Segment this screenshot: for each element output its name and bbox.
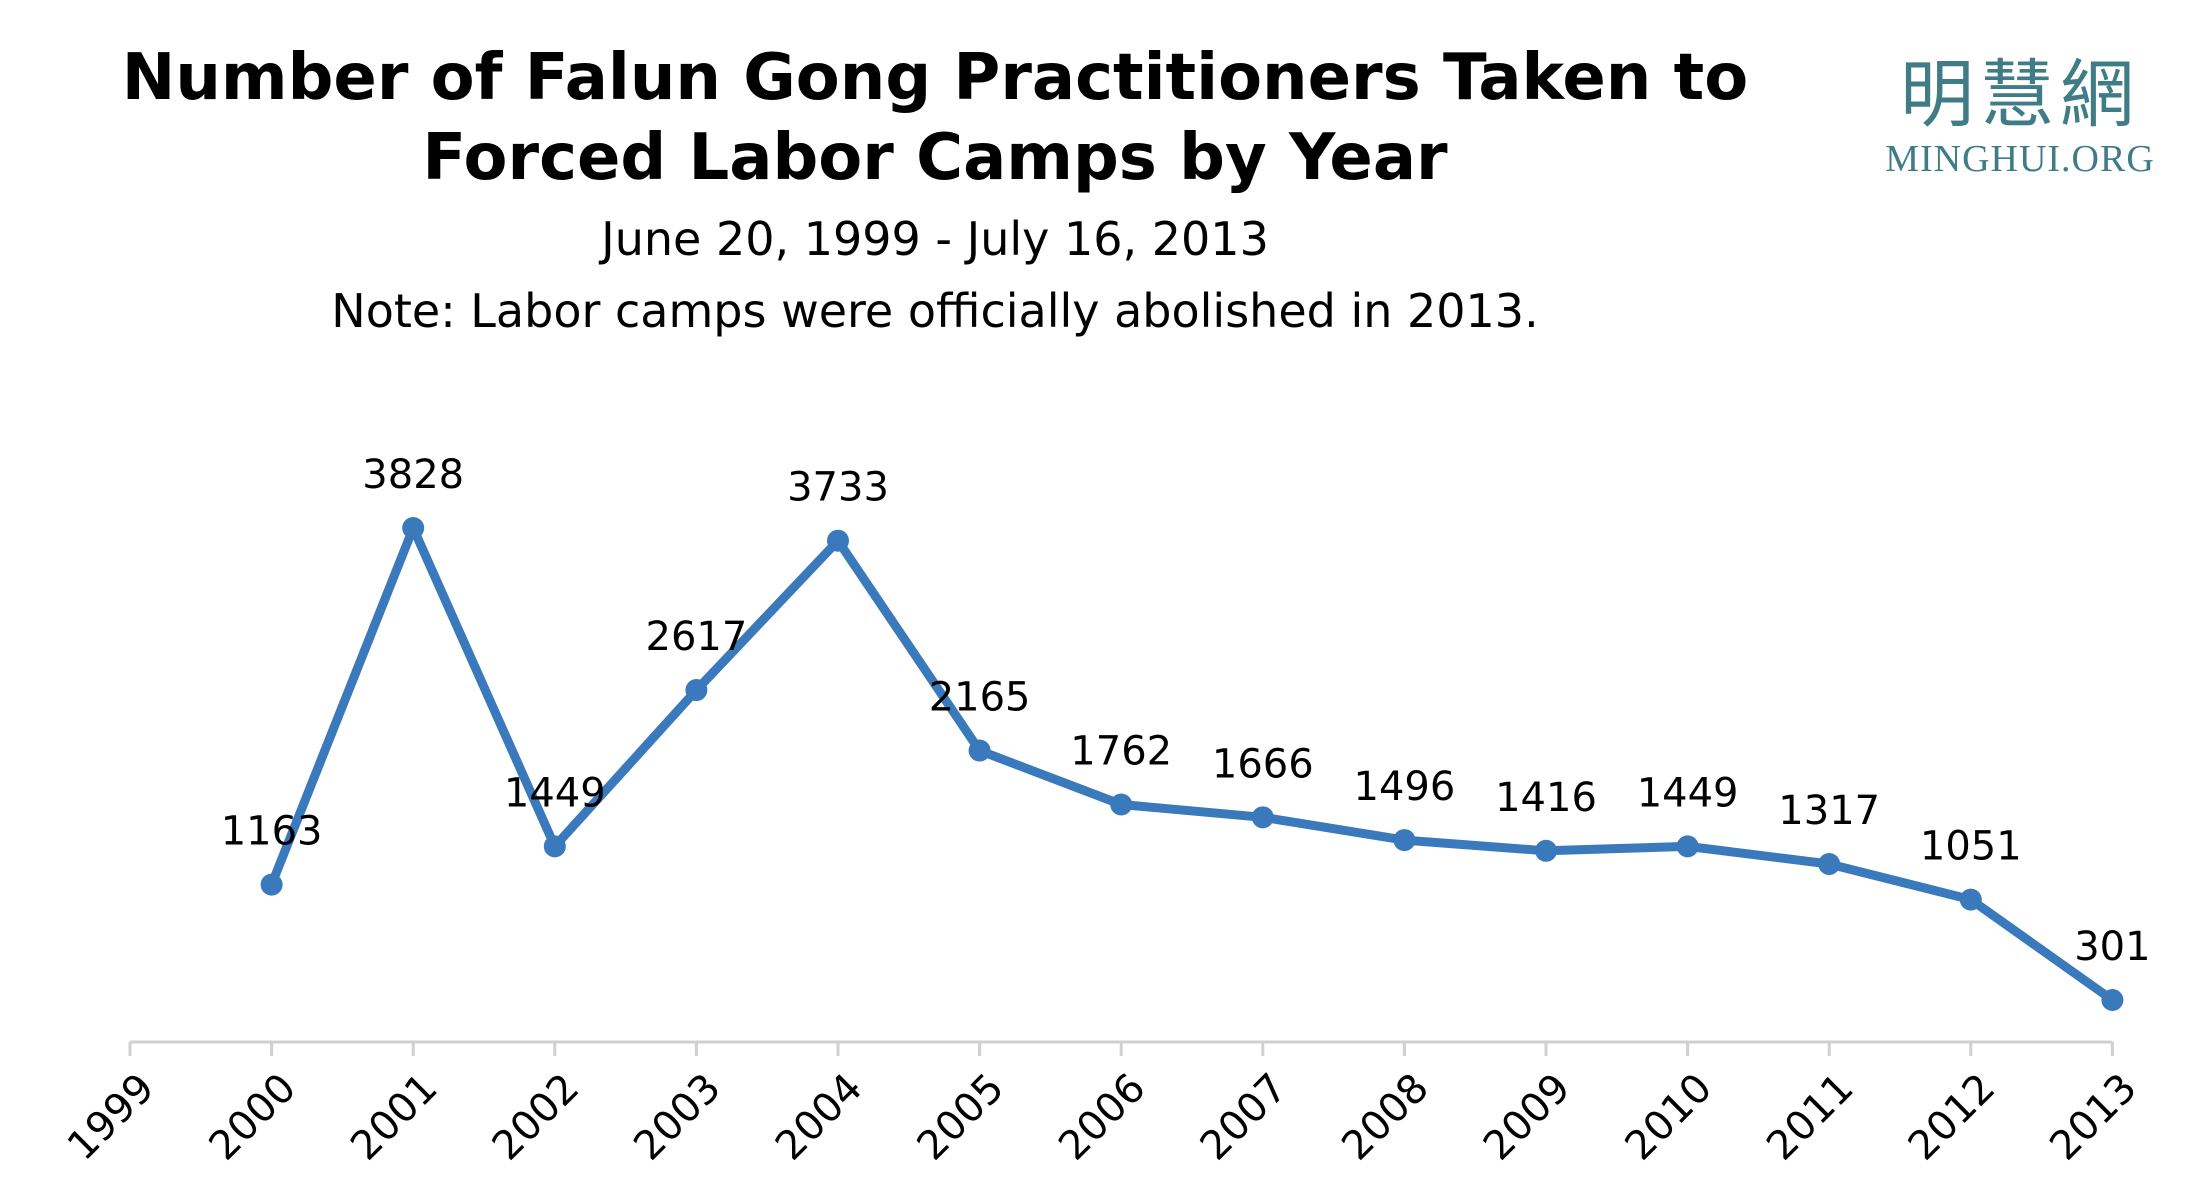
x-tick-label-2008: 2008: [1333, 1065, 1438, 1170]
x-tick-label-2012: 2012: [1900, 1065, 2005, 1170]
data-label-2005: 2165: [929, 675, 1031, 721]
chart-note: Note: Labor camps were officially abolis…: [331, 284, 1539, 338]
x-tick-label-2000: 2000: [201, 1065, 306, 1170]
data-point-2012: [1959, 888, 1982, 911]
data-point-2008: [1393, 829, 1416, 852]
x-tick-label-2001: 2001: [342, 1065, 447, 1170]
data-point-2009: [1535, 839, 1557, 862]
x-axis: 1999 2000 2001 2002 2003 2004 2005 2006 2007 2008…: [59, 1040, 2146, 1170]
data-point-2013: [2101, 989, 2124, 1011]
x-tick-label-1999: 1999: [59, 1065, 164, 1170]
data-label-2011: 1317: [1778, 788, 1880, 834]
data-label-2010: 1449: [1637, 770, 1739, 816]
series-line-layer: [267, 523, 2117, 1005]
data-label-2001: 3828: [362, 452, 464, 498]
chart-title-line1: Number of Falun Gong Practitioners Taken…: [121, 41, 1749, 115]
data-point-2010: [1676, 835, 1699, 858]
data-point-2011: [1818, 853, 1841, 876]
x-tick-label-2002: 2002: [484, 1065, 589, 1170]
data-point-2005: [968, 739, 991, 762]
data-label-2006: 1762: [1070, 728, 1172, 774]
data-label-2012: 1051: [1920, 824, 2022, 870]
data-label-2007: 1666: [1212, 741, 1314, 787]
data-point-2003: [685, 679, 708, 702]
chart-subtitle: June 20, 1999 - July 16, 2013: [601, 212, 1269, 266]
x-tick-label-2009: 2009: [1475, 1065, 1580, 1170]
data-label-2009: 1416: [1495, 775, 1597, 821]
x-tick-label-2007: 2007: [1192, 1065, 1297, 1170]
data-point-2000: [260, 873, 283, 896]
minghui-logo-english: MINGHUI.ORG: [1885, 138, 2155, 180]
data-point-2007: [1251, 806, 1274, 829]
x-tick-label-2003: 2003: [625, 1065, 730, 1170]
series-line: [267, 523, 2117, 1005]
minghui-logo-chinese: 明慧網: [1900, 52, 2140, 138]
data-labels-layer: 1163 3828 1449 2617 3733 2165 1762 1666 1496 1416…: [221, 452, 2151, 970]
data-label-2004: 3733: [787, 465, 889, 511]
x-tick-label-2011: 2011: [1758, 1065, 1863, 1170]
data-point-2006: [1110, 793, 1133, 816]
data-point-2001: [402, 517, 425, 539]
series-points-layer: [260, 517, 2124, 1011]
x-tick-label-2005: 2005: [909, 1065, 1014, 1170]
data-label-2003: 2617: [646, 614, 748, 660]
data-label-2008: 1496: [1354, 764, 1456, 810]
data-point-2004: [827, 529, 849, 552]
x-tick-label-2004: 2004: [767, 1065, 872, 1170]
chart-title-line2: Forced Labor Camps by Year: [422, 121, 1448, 195]
data-label-2000: 1163: [221, 809, 323, 855]
x-tick-label-2006: 2006: [1050, 1065, 1155, 1170]
data-label-2002: 1449: [504, 770, 606, 816]
chart-title: Number of Falun Gong Practitioners Taken…: [80, 38, 1790, 198]
data-label-2013: 301: [2074, 924, 2150, 970]
x-tick-label-2010: 2010: [1617, 1065, 1722, 1170]
x-tick-label-2013: 2013: [2041, 1065, 2146, 1170]
data-point-2002: [543, 835, 566, 858]
